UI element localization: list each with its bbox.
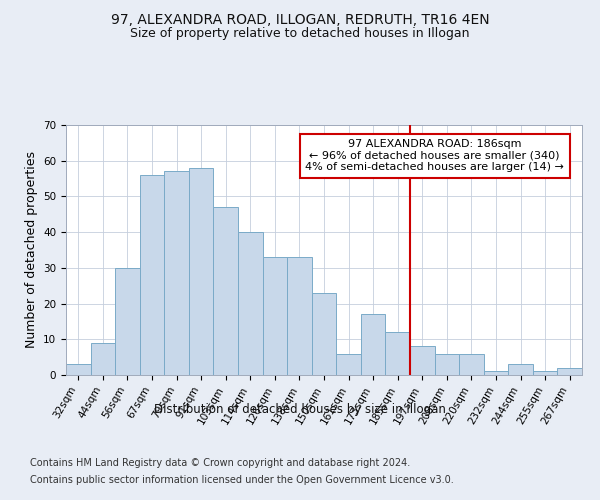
Bar xyxy=(508,364,533,375)
Bar xyxy=(361,314,385,375)
Text: Contains public sector information licensed under the Open Government Licence v3: Contains public sector information licen… xyxy=(30,475,454,485)
Text: Distribution of detached houses by size in Illogan: Distribution of detached houses by size … xyxy=(154,402,446,415)
Bar xyxy=(385,332,410,375)
Bar xyxy=(484,372,508,375)
Bar xyxy=(140,175,164,375)
Bar xyxy=(214,207,238,375)
Text: 97 ALEXANDRA ROAD: 186sqm
← 96% of detached houses are smaller (340)
4% of semi-: 97 ALEXANDRA ROAD: 186sqm ← 96% of detac… xyxy=(305,140,564,172)
Bar xyxy=(459,354,484,375)
Bar xyxy=(66,364,91,375)
Bar xyxy=(336,354,361,375)
Bar xyxy=(312,293,336,375)
Y-axis label: Number of detached properties: Number of detached properties xyxy=(25,152,38,348)
Bar xyxy=(533,372,557,375)
Text: Contains HM Land Registry data © Crown copyright and database right 2024.: Contains HM Land Registry data © Crown c… xyxy=(30,458,410,468)
Bar xyxy=(287,257,312,375)
Bar xyxy=(164,172,189,375)
Bar xyxy=(115,268,140,375)
Text: 97, ALEXANDRA ROAD, ILLOGAN, REDRUTH, TR16 4EN: 97, ALEXANDRA ROAD, ILLOGAN, REDRUTH, TR… xyxy=(110,12,490,26)
Bar xyxy=(557,368,582,375)
Text: Size of property relative to detached houses in Illogan: Size of property relative to detached ho… xyxy=(130,28,470,40)
Bar xyxy=(189,168,214,375)
Bar xyxy=(91,343,115,375)
Bar xyxy=(410,346,434,375)
Bar xyxy=(263,257,287,375)
Bar xyxy=(238,232,263,375)
Bar xyxy=(434,354,459,375)
